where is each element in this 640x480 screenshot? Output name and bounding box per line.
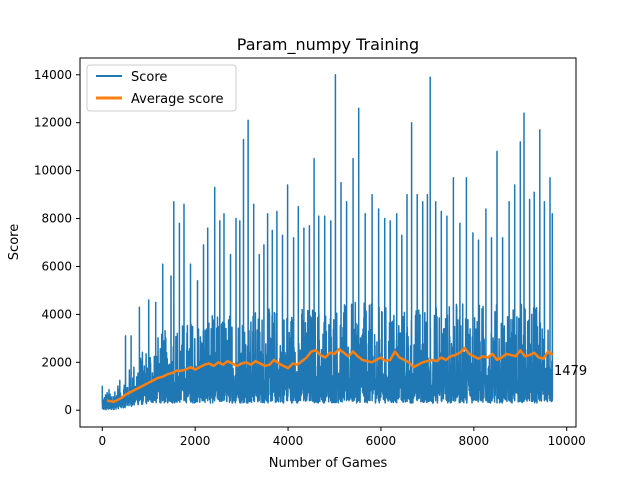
x-tick-label: 10000 [548,434,586,448]
x-axis-label: Number of Games [269,456,388,471]
score-line [101,74,554,411]
x-tick-label: 0 [98,434,106,448]
y-tick-label: 4000 [41,307,72,321]
score-series [101,74,554,411]
axes-frame [79,57,577,428]
y-tick-label: 8000 [41,212,72,226]
x-tick-label: 4000 [273,434,304,448]
y-tick-label: 6000 [41,259,72,273]
legend-box [86,64,237,112]
y-axis: 0 2000 4000 6000 8000 10000 12000 14000 [34,68,80,417]
x-tick-label: 8000 [459,434,490,448]
x-tick-label: 2000 [180,434,211,448]
y-tick-label: 14000 [34,68,72,82]
y-tick-label: 12000 [34,116,72,130]
average-score-line [106,346,554,404]
plot-area [101,74,554,411]
y-tick-label: 10000 [34,164,72,178]
y-tick-label: 0 [64,403,72,417]
x-tick-label: 6000 [366,434,397,448]
legend: Score Average score [86,64,237,112]
y-tick-label: 2000 [41,355,72,369]
legend-score-label: Score [131,70,167,85]
y-axis-label: Score [7,224,22,260]
last-score-annotation: 1479 [554,364,587,379]
average-score-series [106,346,554,404]
chart-title: Param_numpy Training [237,35,419,55]
legend-average-label: Average score [131,92,223,107]
x-axis: 0 2000 4000 6000 8000 10000 [98,427,586,448]
